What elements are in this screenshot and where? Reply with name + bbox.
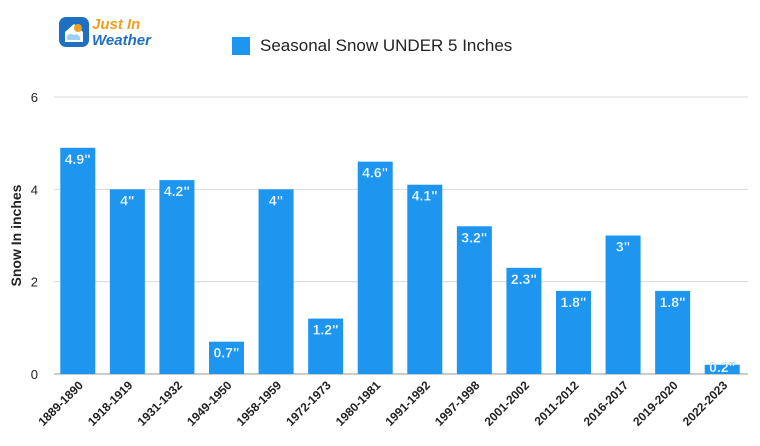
chart-legend: Seasonal Snow UNDER 5 Inches [232, 36, 512, 56]
bar [456, 226, 492, 374]
data-label: 4.2" [164, 183, 190, 199]
data-label: 0.7" [213, 345, 239, 361]
x-tick-label: 2016-2017 [581, 378, 632, 429]
x-tick-label: 1889-1890 [35, 378, 86, 429]
x-tick-label: 2001-2002 [482, 378, 533, 429]
bar [655, 290, 691, 374]
x-tick-label: 2019-2020 [630, 378, 681, 429]
bar [109, 189, 145, 374]
logo-line-1: Just In [92, 16, 141, 33]
x-tick-label: 1949-1950 [184, 378, 235, 429]
y-tick-label: 4 [31, 182, 38, 197]
x-tick-label: 2011-2012 [532, 378, 582, 428]
x-tick-label: 1980-1981 [333, 378, 384, 429]
bar [407, 184, 443, 374]
bar [258, 189, 294, 374]
y-tick-label: 6 [31, 90, 38, 105]
bar [357, 161, 393, 374]
bar [159, 180, 195, 374]
weather-house-icon [59, 17, 89, 47]
data-label: 3" [616, 239, 630, 255]
data-label: 1.2" [313, 322, 339, 338]
data-label: 4" [120, 192, 134, 208]
data-label: 4.6" [362, 165, 388, 181]
y-axis-label: Snow In inches [8, 184, 24, 286]
bar [506, 267, 542, 374]
x-tick-label: 2022-2023 [680, 378, 731, 429]
x-tick-label: 1918-1919 [85, 378, 136, 429]
data-label: 1.8" [660, 294, 686, 310]
just-in-weather-logo: Just In Weather [58, 14, 168, 54]
legend-swatch [232, 37, 250, 55]
legend-label: Seasonal Snow UNDER 5 Inches [260, 36, 513, 55]
x-tick-label: 1972-1973 [283, 378, 334, 429]
data-label: 4" [269, 192, 283, 208]
bar [209, 341, 244, 374]
x-tick-label: 1958-1959 [234, 378, 285, 429]
x-tick-label: 1991-1992 [382, 378, 433, 429]
x-tick-label: 1931-1932 [135, 378, 186, 429]
data-label: 1.8" [560, 294, 586, 310]
logo-line-2: Weather [92, 32, 151, 49]
bar [556, 290, 591, 374]
data-label: 4.9" [65, 151, 91, 167]
x-tick-label: 1997-1998 [432, 378, 483, 429]
bar [704, 364, 740, 374]
bar [60, 147, 96, 374]
y-tick-label: 0 [31, 367, 38, 382]
data-label: 2.3" [511, 271, 537, 287]
bar [308, 318, 344, 374]
data-label: 0.2" [709, 359, 735, 375]
bar [605, 235, 641, 374]
y-tick-label: 2 [31, 275, 38, 290]
data-label: 3.2" [461, 229, 487, 245]
data-label: 4.1" [412, 188, 438, 204]
